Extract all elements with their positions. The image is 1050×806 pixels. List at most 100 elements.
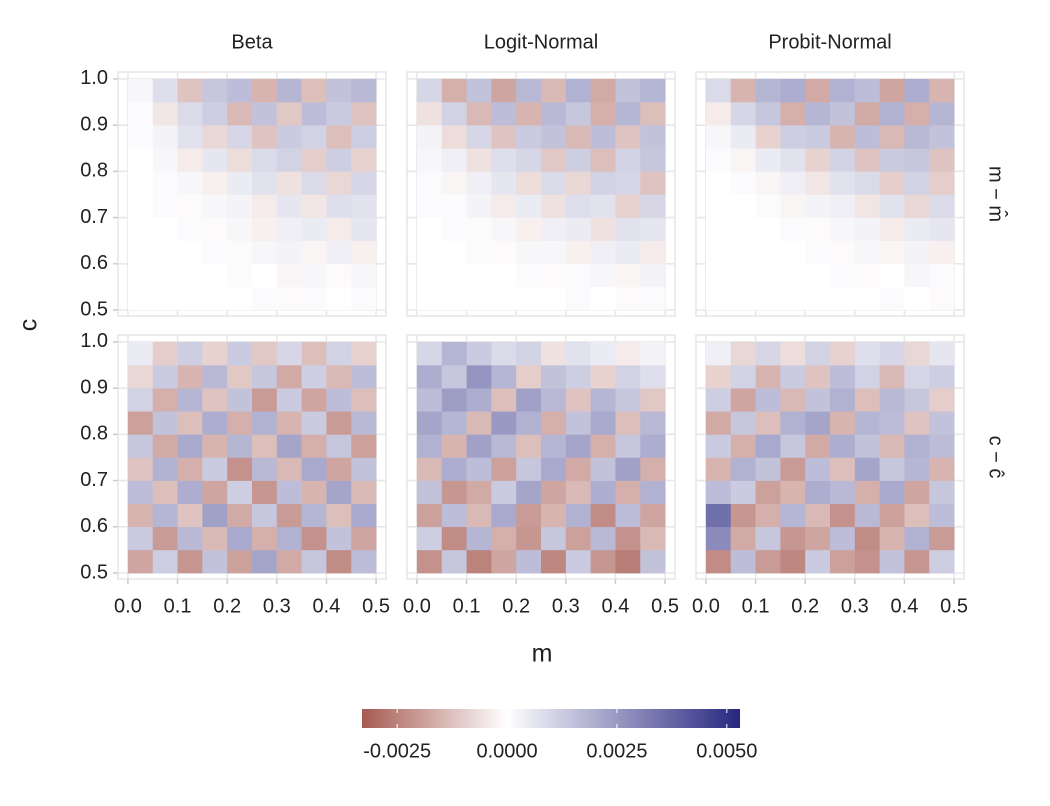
heat-cell bbox=[252, 434, 278, 458]
heat-cell bbox=[755, 480, 781, 504]
heat-cell bbox=[854, 457, 880, 481]
heat-cell bbox=[565, 549, 591, 574]
heat-cell bbox=[805, 78, 831, 103]
heat-cell bbox=[705, 194, 732, 218]
heat-cell bbox=[177, 194, 203, 218]
heat-cell bbox=[351, 411, 377, 435]
heat-cell bbox=[854, 125, 880, 149]
heat-cell bbox=[491, 171, 517, 195]
heat-cell bbox=[227, 263, 253, 288]
heat-cell bbox=[301, 388, 327, 412]
heat-cell bbox=[640, 434, 666, 458]
heat-cell bbox=[252, 171, 278, 195]
heat-cell bbox=[252, 341, 278, 366]
heat-cell bbox=[541, 217, 567, 241]
heat-cell bbox=[805, 341, 831, 366]
heat-cell bbox=[929, 526, 955, 551]
heat-cell bbox=[227, 411, 253, 435]
heat-cell bbox=[466, 148, 492, 172]
heat-cell bbox=[326, 171, 352, 195]
heat-cell bbox=[202, 434, 228, 458]
heat-cell bbox=[590, 503, 616, 528]
heat-cell bbox=[416, 217, 443, 241]
heat-cell bbox=[301, 148, 327, 172]
heat-cell bbox=[252, 125, 278, 149]
heat-cell bbox=[929, 365, 955, 389]
heat-cell bbox=[590, 78, 616, 103]
heat-cell bbox=[326, 240, 352, 265]
heat-cell bbox=[929, 263, 955, 288]
heat-cell bbox=[276, 411, 302, 435]
heat-cell bbox=[780, 263, 806, 288]
heat-cell bbox=[590, 194, 616, 218]
heat-cell bbox=[705, 457, 732, 481]
heat-cell bbox=[351, 125, 377, 149]
heat-cell bbox=[516, 503, 542, 528]
heat-cell bbox=[252, 388, 278, 412]
heat-cell bbox=[466, 503, 492, 528]
heat-cell bbox=[805, 148, 831, 172]
heat-cell bbox=[416, 411, 443, 435]
heat-cell bbox=[541, 365, 567, 389]
heat-cell bbox=[276, 263, 302, 288]
heat-cell bbox=[301, 217, 327, 241]
heat-cell bbox=[730, 217, 756, 241]
heat-cell bbox=[705, 217, 732, 241]
heat-cell bbox=[301, 480, 327, 504]
heat-cell bbox=[730, 388, 756, 412]
heat-cell bbox=[276, 549, 302, 574]
heat-cell bbox=[351, 388, 377, 412]
heat-cell bbox=[929, 503, 955, 528]
heat-cell bbox=[177, 388, 203, 412]
heat-cell bbox=[541, 240, 567, 265]
row-strip-label: m − m̂ bbox=[985, 166, 1008, 222]
heat-cell bbox=[127, 286, 154, 311]
heat-cell bbox=[830, 171, 856, 195]
heat-cell bbox=[177, 411, 203, 435]
heat-cell bbox=[541, 148, 567, 172]
heat-cell bbox=[127, 240, 154, 265]
x-tick-label: 0.0 bbox=[403, 595, 431, 617]
heat-cell bbox=[541, 194, 567, 218]
heat-cell bbox=[615, 171, 641, 195]
heat-cell bbox=[276, 78, 302, 103]
heat-cell bbox=[177, 78, 203, 103]
heat-cell bbox=[615, 240, 641, 265]
heat-cell bbox=[879, 388, 905, 412]
heat-cell bbox=[705, 171, 732, 195]
heat-cell bbox=[252, 457, 278, 481]
heat-cell bbox=[276, 286, 302, 311]
heat-cell bbox=[854, 503, 880, 528]
heat-cell bbox=[879, 457, 905, 481]
heat-cell bbox=[590, 286, 616, 311]
heat-cell bbox=[276, 526, 302, 551]
heat-cell bbox=[202, 365, 228, 389]
heat-cell bbox=[276, 125, 302, 149]
heat-cell bbox=[640, 125, 666, 149]
heat-cell bbox=[491, 286, 517, 311]
heat-cell bbox=[854, 194, 880, 218]
heat-cell bbox=[516, 194, 542, 218]
heat-cell bbox=[805, 125, 831, 149]
heat-cell bbox=[565, 240, 591, 265]
heat-cell bbox=[227, 480, 253, 504]
heat-cell bbox=[326, 549, 352, 574]
heat-cell bbox=[780, 148, 806, 172]
heat-cell bbox=[565, 286, 591, 311]
heat-cell bbox=[202, 240, 228, 265]
panel bbox=[406, 334, 676, 580]
heat-cell bbox=[466, 549, 492, 574]
heat-cell bbox=[326, 102, 352, 126]
heat-cell bbox=[615, 480, 641, 504]
heat-cell bbox=[565, 503, 591, 528]
heat-cell bbox=[615, 341, 641, 366]
heat-cell bbox=[904, 217, 930, 241]
column-strip-label: Probit-Normal bbox=[768, 31, 891, 53]
heat-cell bbox=[491, 365, 517, 389]
heat-cell bbox=[301, 171, 327, 195]
heat-cell bbox=[326, 217, 352, 241]
heat-cell bbox=[565, 526, 591, 551]
y-tick-label: 0.6 bbox=[80, 252, 108, 274]
heat-cell bbox=[152, 549, 178, 574]
heat-cell bbox=[565, 171, 591, 195]
